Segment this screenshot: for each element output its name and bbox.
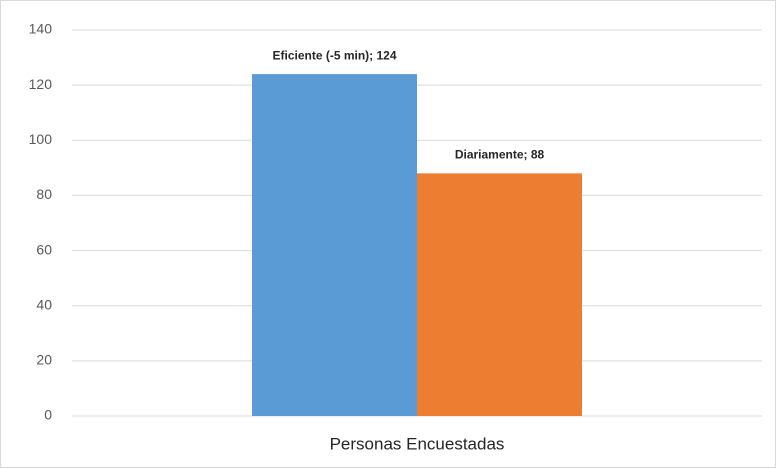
data-label: Eficiente (-5 min); 124 bbox=[272, 48, 396, 62]
bar bbox=[252, 74, 417, 416]
x-tick-label: Personas Encuestadas bbox=[330, 434, 505, 453]
bar bbox=[417, 173, 582, 416]
y-tick-label: 120 bbox=[29, 76, 53, 92]
y-tick-label: 40 bbox=[36, 296, 52, 312]
y-tick-label: 140 bbox=[29, 21, 53, 37]
y-tick-label: 0 bbox=[44, 407, 52, 423]
y-tick-label: 80 bbox=[36, 186, 52, 202]
data-label: Diariamente; 88 bbox=[455, 148, 545, 162]
y-tick-label: 60 bbox=[36, 241, 52, 257]
y-tick-label: 20 bbox=[36, 352, 52, 368]
y-tick-label: 100 bbox=[29, 131, 53, 147]
